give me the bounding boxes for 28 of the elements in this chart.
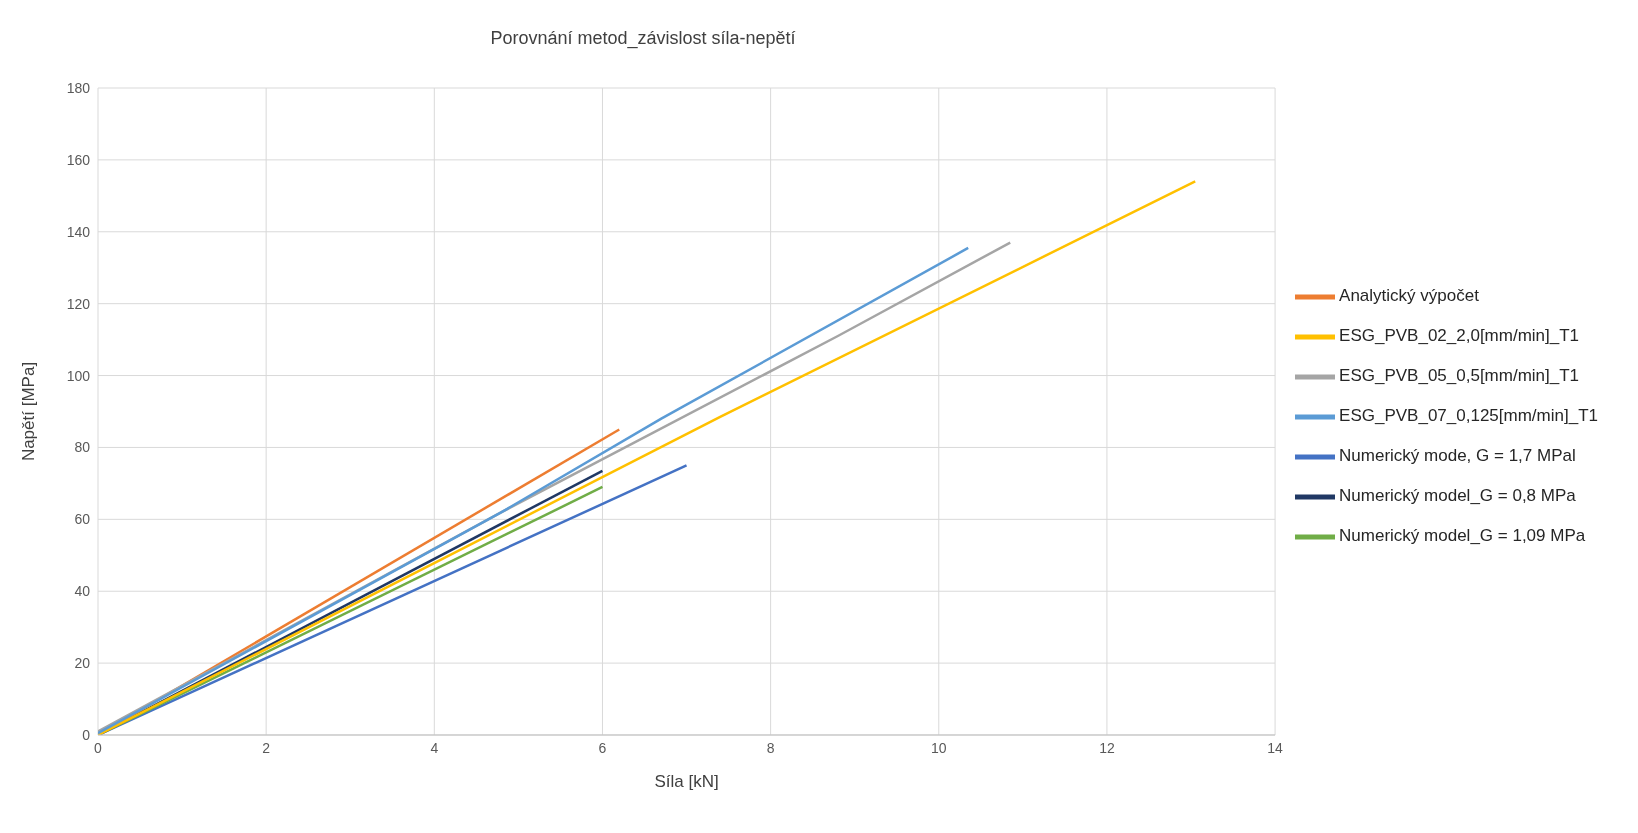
legend-label: ESG_PVB_02_2,0[mm/min]_T1 xyxy=(1339,325,1580,345)
y-axis-title: Napětí [MPa] xyxy=(19,361,39,462)
x-tick-label: 4 xyxy=(430,739,439,756)
y-tick-label: 120 xyxy=(66,295,91,312)
x-tick-label: 10 xyxy=(930,739,947,756)
x-tick-label: 8 xyxy=(766,739,775,756)
legend-label: Numerický model_G = 1,09 MPa xyxy=(1339,525,1586,545)
y-tick-label: 180 xyxy=(66,79,91,96)
y-tick-label: 40 xyxy=(74,583,91,600)
x-tick-label: 2 xyxy=(262,739,271,756)
y-tick-label: 80 xyxy=(74,439,91,456)
chart-title: Porovnání metod_závislost síla-nepětí xyxy=(489,28,797,49)
x-axis-title: Síla [kN] xyxy=(654,772,719,791)
x-tick-label: 12 xyxy=(1099,739,1115,756)
legend-label: Analytický výpočet xyxy=(1339,285,1479,305)
x-tick-label: 14 xyxy=(1267,739,1284,756)
y-tick-label: 160 xyxy=(66,151,91,168)
y-tick-label: 20 xyxy=(74,655,91,672)
y-tick-label: 60 xyxy=(74,511,91,528)
legend-label: ESG_PVB_05_0,5[mm/min]_T1 xyxy=(1339,365,1580,385)
legend-label: Numerický mode, G = 1,7 MPal xyxy=(1339,445,1576,465)
y-tick-label: 0 xyxy=(82,726,91,743)
y-tick-label: 140 xyxy=(66,223,91,240)
x-tick-label: 6 xyxy=(598,739,607,756)
legend-label: ESG_PVB_07_0,125[mm/min]_T1 xyxy=(1339,405,1598,425)
y-tick-label: 100 xyxy=(66,367,91,384)
x-tick-label: 0 xyxy=(94,739,103,756)
legend-label: Numerický model_G = 0,8 MPa xyxy=(1339,485,1576,505)
